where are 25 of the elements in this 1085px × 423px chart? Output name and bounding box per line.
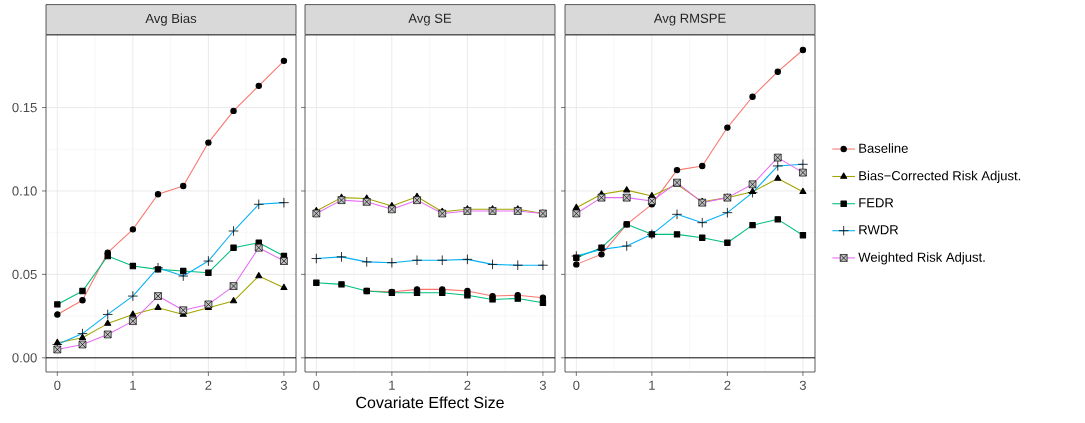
chart-title: Avg SE <box>408 13 452 26</box>
x-tick-label: 0 <box>54 380 61 390</box>
x-tick-label: 1 <box>649 380 655 390</box>
x-axis-title: Covariate Effect Size <box>356 396 504 409</box>
y-tick-label: 0.15 <box>12 102 37 113</box>
y-tick-label: 0.00 <box>12 353 37 363</box>
legend-label: Baseline <box>859 143 908 153</box>
y-tick-label: 0.10 <box>12 186 37 196</box>
legend-label: FEDR <box>859 198 894 208</box>
x-tick-label: 2 <box>724 380 731 390</box>
x-tick-label: 2 <box>464 380 471 390</box>
x-tick-label: 3 <box>799 380 806 390</box>
x-tick-label: 1 <box>389 380 395 390</box>
x-tick-label: 3 <box>280 380 287 390</box>
chart-title: Avg Bias <box>145 13 197 26</box>
x-tick-label: 3 <box>539 380 546 390</box>
x-tick-label: 0 <box>313 380 320 390</box>
x-tick-label: 1 <box>130 380 136 390</box>
y-tick-label: 0.05 <box>12 269 37 280</box>
x-tick-label: 0 <box>573 380 580 390</box>
x-tick-label: 2 <box>205 380 212 390</box>
legend-label: RWDR <box>859 225 899 235</box>
legend-label: Weighted Risk Adjust. <box>858 252 985 265</box>
legend-label: Bias−Corrected Risk Adjust. <box>859 170 1021 183</box>
chart-title: Avg RMSPE <box>653 13 726 26</box>
